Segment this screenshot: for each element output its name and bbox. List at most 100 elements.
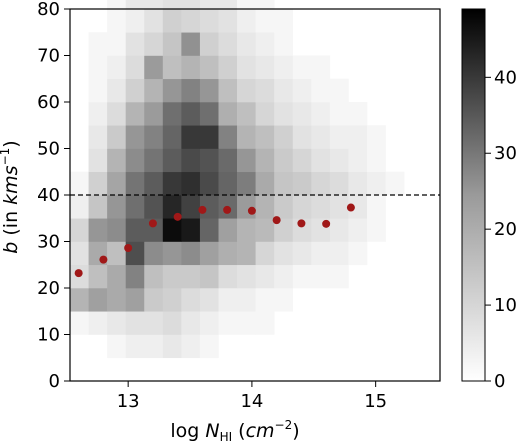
heatmap-cell xyxy=(107,241,126,266)
heatmap-cell xyxy=(237,311,256,335)
heatmap-cell xyxy=(292,171,312,196)
heatmap-cell xyxy=(292,55,312,80)
heatmap-cell xyxy=(348,148,368,173)
heatmap-cell xyxy=(199,171,219,196)
heatmap-cell xyxy=(366,125,386,149)
heatmap-cell xyxy=(255,78,275,103)
x-axis: 13 14 15 xyxy=(117,381,387,412)
heatmap-cell xyxy=(274,32,294,56)
heatmap-cell xyxy=(107,311,126,335)
heatmap-cell xyxy=(144,125,164,149)
heatmap-cell xyxy=(162,32,182,56)
median-point xyxy=(198,205,207,214)
heatmap-cell xyxy=(70,171,89,196)
heatmap-cell xyxy=(88,125,108,149)
y-tick-label: 30 xyxy=(37,232,60,253)
heatmap-cell xyxy=(274,102,294,126)
heatmap-cell xyxy=(348,102,368,126)
heatmap-cell xyxy=(70,195,89,219)
heatmap-cell xyxy=(162,264,182,289)
heatmap-cell xyxy=(199,78,219,103)
heatmap-cell xyxy=(385,171,405,196)
heatmap-cell xyxy=(199,102,219,126)
heatmap-cell xyxy=(107,78,126,103)
heatmap-cell xyxy=(162,0,182,10)
heatmap-cell xyxy=(125,55,145,80)
median-point xyxy=(247,206,256,215)
median-point xyxy=(346,203,355,212)
heatmap-cell xyxy=(237,264,256,289)
heatmap-cell xyxy=(218,125,238,149)
heatmap-cell xyxy=(107,195,126,219)
heatmap-cell xyxy=(125,171,145,196)
heatmap-cell xyxy=(125,311,145,335)
heatmap-cell xyxy=(255,102,275,126)
heatmap-cell xyxy=(311,102,331,126)
colorbar-tick-label: 30 xyxy=(494,143,517,164)
heatmap-cell xyxy=(199,55,219,80)
heatmap-cell xyxy=(255,171,275,196)
heatmap-cell xyxy=(88,55,108,80)
heatmap-cell xyxy=(329,195,349,219)
heatmap-cell xyxy=(88,32,108,56)
heatmap-cell xyxy=(199,264,219,289)
y-tick-label: 80 xyxy=(37,0,60,20)
heatmap-cell xyxy=(218,78,238,103)
heatmap-cell xyxy=(144,171,164,196)
heatmap-cell xyxy=(199,241,219,266)
heatmap-cell xyxy=(162,102,182,126)
heatmap-cell xyxy=(107,125,126,149)
heatmap-cell xyxy=(162,78,182,103)
heatmap-cell xyxy=(107,334,126,359)
heatmap-cell xyxy=(237,148,256,173)
heatmap-cell xyxy=(107,264,126,289)
heatmap-cell xyxy=(274,55,294,80)
colorbar-ticks: 0 10 20 30 40 xyxy=(485,67,517,392)
colorbar-tick-label: 40 xyxy=(494,67,517,88)
heatmap-cell xyxy=(237,218,256,242)
heatmap-cell xyxy=(311,55,331,80)
heatmap-cell xyxy=(181,171,201,196)
heatmap-cell xyxy=(255,218,275,242)
heatmap-cell xyxy=(311,171,331,196)
heatmap-cell xyxy=(88,148,108,173)
heatmap-cell xyxy=(107,288,126,312)
median-point xyxy=(124,244,133,253)
heatmap-cell xyxy=(125,264,145,289)
heatmap-cell xyxy=(144,102,164,126)
heatmap-cell xyxy=(125,288,145,312)
heatmap-cell xyxy=(125,125,145,149)
heatmap-cell xyxy=(274,264,294,289)
heatmap-cell xyxy=(125,148,145,173)
heatmap-cell xyxy=(329,148,349,173)
heatmap-cell xyxy=(218,148,238,173)
heatmap-cell xyxy=(255,32,275,56)
heatmap-cell xyxy=(274,125,294,149)
heatmap-cell xyxy=(88,102,108,126)
y-tick-label: 20 xyxy=(37,278,60,299)
heatmap-cell xyxy=(144,32,164,56)
heatmap-cell xyxy=(237,32,256,56)
heatmap-cell xyxy=(107,218,126,242)
heatmap-cell xyxy=(237,171,256,196)
heatmap-cell xyxy=(311,125,331,149)
y-tick-label: 60 xyxy=(37,92,60,113)
heatmap-cell xyxy=(181,148,201,173)
heatmap-cell xyxy=(329,171,349,196)
heatmap-cell xyxy=(255,55,275,80)
heatmap-cell xyxy=(218,55,238,80)
heatmap-cell xyxy=(218,311,238,335)
heatmap-cell xyxy=(237,125,256,149)
heatmap-cell xyxy=(144,9,164,33)
heatmap-cell xyxy=(237,241,256,266)
heatmap-cell xyxy=(237,78,256,103)
heatmap-cell xyxy=(274,241,294,266)
heatmap-cell xyxy=(199,288,219,312)
heatmap-cell xyxy=(255,288,275,312)
heatmap-cell xyxy=(181,334,201,359)
heatmap-cell xyxy=(107,9,126,33)
heatmap-cell xyxy=(348,171,368,196)
heatmap-cell xyxy=(311,241,331,266)
heatmap-cell xyxy=(107,55,126,80)
